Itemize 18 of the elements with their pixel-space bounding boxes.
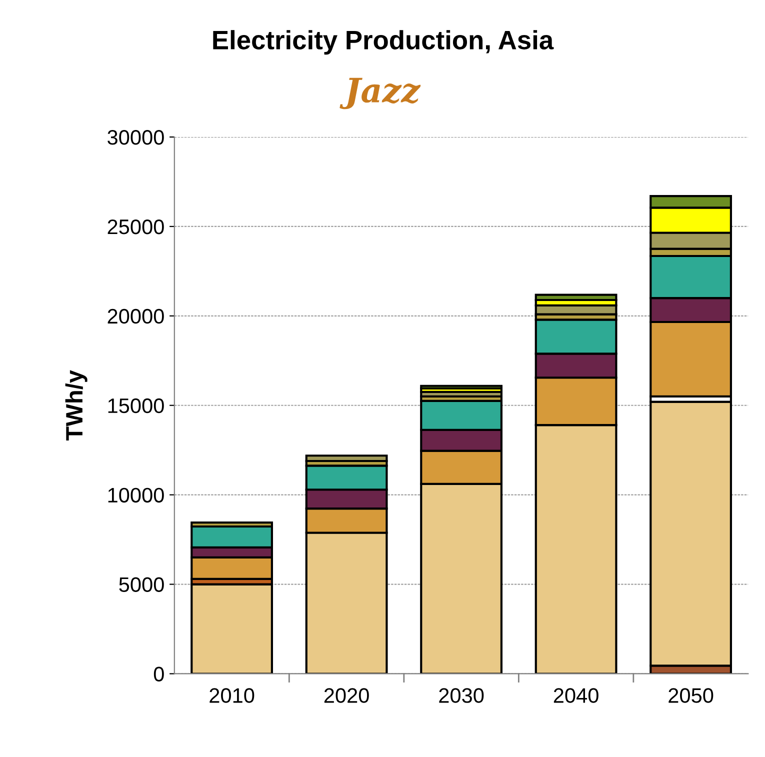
bar (305, 454, 388, 462)
x-tick-label: 2010 (210, 688, 254, 703)
y-tick-label: 0 (154, 666, 164, 682)
y-tick-label: 10000 (108, 488, 164, 503)
bar (190, 583, 274, 674)
chart-title: Electricity Production, Asia (213, 30, 554, 55)
y-axis-title: TWh/y (65, 370, 88, 441)
y-tick-label: 30000 (108, 130, 164, 145)
chart-subtitle: Jazz (340, 78, 421, 110)
y-tick-label: 25000 (108, 219, 164, 234)
y-tick-label: 20000 (108, 308, 164, 324)
x-tick-label: 2050 (668, 688, 714, 703)
x-tick-label: 2030 (439, 688, 484, 703)
x-tick-label: 2020 (324, 688, 369, 703)
y-tick-label: 5000 (119, 577, 164, 592)
y-tick-label: 15000 (108, 398, 164, 414)
x-tick-label: 2040 (554, 688, 598, 703)
bar (420, 384, 503, 390)
